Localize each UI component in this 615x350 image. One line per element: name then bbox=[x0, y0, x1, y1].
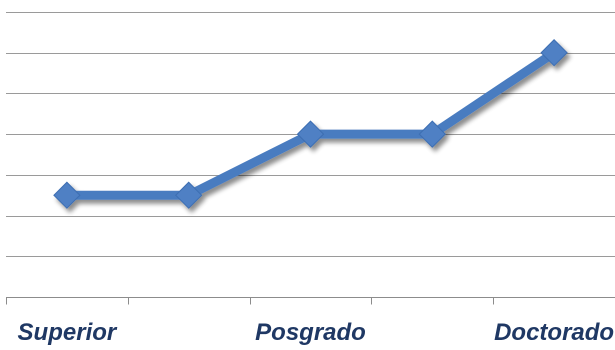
data-point-0 bbox=[53, 181, 81, 209]
data-point-3 bbox=[418, 120, 447, 148]
series-group bbox=[53, 39, 568, 209]
x-tick-label-4: Doctorado bbox=[494, 319, 614, 346]
data-point-1 bbox=[174, 181, 203, 209]
x-tick-label-2: Posgrado bbox=[255, 319, 366, 346]
data-point-2 bbox=[296, 120, 325, 148]
data-point-4 bbox=[540, 39, 568, 67]
x-axis bbox=[5, 296, 615, 305]
gridlines bbox=[6, 11, 615, 258]
x-tick-labels: Superior Posgrado Doctorado bbox=[18, 319, 615, 346]
x-tick-label-0: Superior bbox=[18, 319, 118, 346]
